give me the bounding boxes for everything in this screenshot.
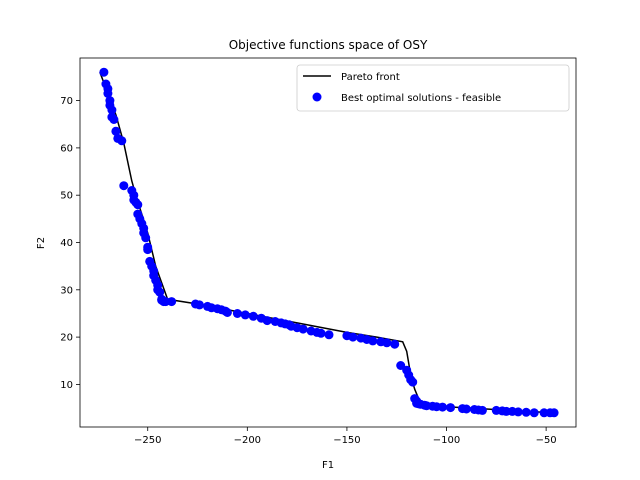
solution-point <box>529 408 539 418</box>
feasible-solutions-points <box>99 67 559 418</box>
solution-point <box>103 89 113 98</box>
legend-label-feasible-solutions: Best optimal solutions - feasible <box>341 93 501 104</box>
y-tick-label: 10 <box>60 380 73 391</box>
legend-point-swatch <box>312 92 322 102</box>
y-axis-label: F2 <box>36 237 47 249</box>
solution-point <box>119 181 129 191</box>
x-tick-label: −200 <box>234 435 261 446</box>
y-tick-label: 60 <box>60 143 73 154</box>
x-tick-label: −100 <box>433 435 460 446</box>
x-tick-label: −50 <box>536 435 557 446</box>
chart-title: Objective functions space of OSY <box>229 38 428 52</box>
solution-point <box>316 328 326 338</box>
solution-point <box>262 316 272 326</box>
solution-point <box>195 300 204 310</box>
solution-point <box>232 309 242 318</box>
solution-point <box>446 403 455 413</box>
x-tick-label: −250 <box>134 435 161 446</box>
solution-point <box>324 330 334 340</box>
y-tick-label: 50 <box>60 191 73 202</box>
y-tick-label: 30 <box>60 285 73 296</box>
solution-point <box>368 336 378 346</box>
solution-point <box>461 404 471 414</box>
solution-point <box>549 408 559 418</box>
solution-point <box>521 407 531 417</box>
solution-point <box>438 402 447 412</box>
solution-point <box>348 332 358 342</box>
solution-point <box>477 405 487 415</box>
y-tick-label: 40 <box>60 238 73 249</box>
solution-point <box>117 136 127 146</box>
legend-box <box>296 64 570 112</box>
solution-point <box>143 245 153 255</box>
y-axis-ticks: 10 20 30 40 50 60 70 <box>60 96 80 391</box>
x-axis-label: F1 <box>322 460 334 471</box>
legend-label-pareto-front: Pareto front <box>341 72 400 83</box>
solution-point <box>111 126 121 136</box>
solution-point <box>390 339 400 349</box>
plot-area <box>80 58 576 427</box>
solution-point <box>248 311 258 321</box>
plot-frame <box>79 57 577 428</box>
solution-point <box>141 233 151 243</box>
legend: Pareto front Best optimal solutions - fe… <box>296 64 570 112</box>
y-tick-label: 70 <box>60 96 73 107</box>
solution-point <box>240 310 250 320</box>
solution-point <box>222 308 232 317</box>
solution-point <box>99 67 109 77</box>
solution-point <box>107 105 117 115</box>
solution-point <box>298 324 308 334</box>
solution-point <box>109 115 119 124</box>
x-tick-label: −150 <box>333 435 360 446</box>
solution-point <box>408 377 418 387</box>
solution-point <box>382 338 392 348</box>
x-axis-ticks: −250 −200 −150 −100 −50 <box>134 427 557 446</box>
solution-point <box>167 297 177 307</box>
y-tick-label: 20 <box>60 333 73 344</box>
solution-point <box>155 287 165 297</box>
solution-point <box>513 407 523 417</box>
solution-point <box>133 200 143 210</box>
